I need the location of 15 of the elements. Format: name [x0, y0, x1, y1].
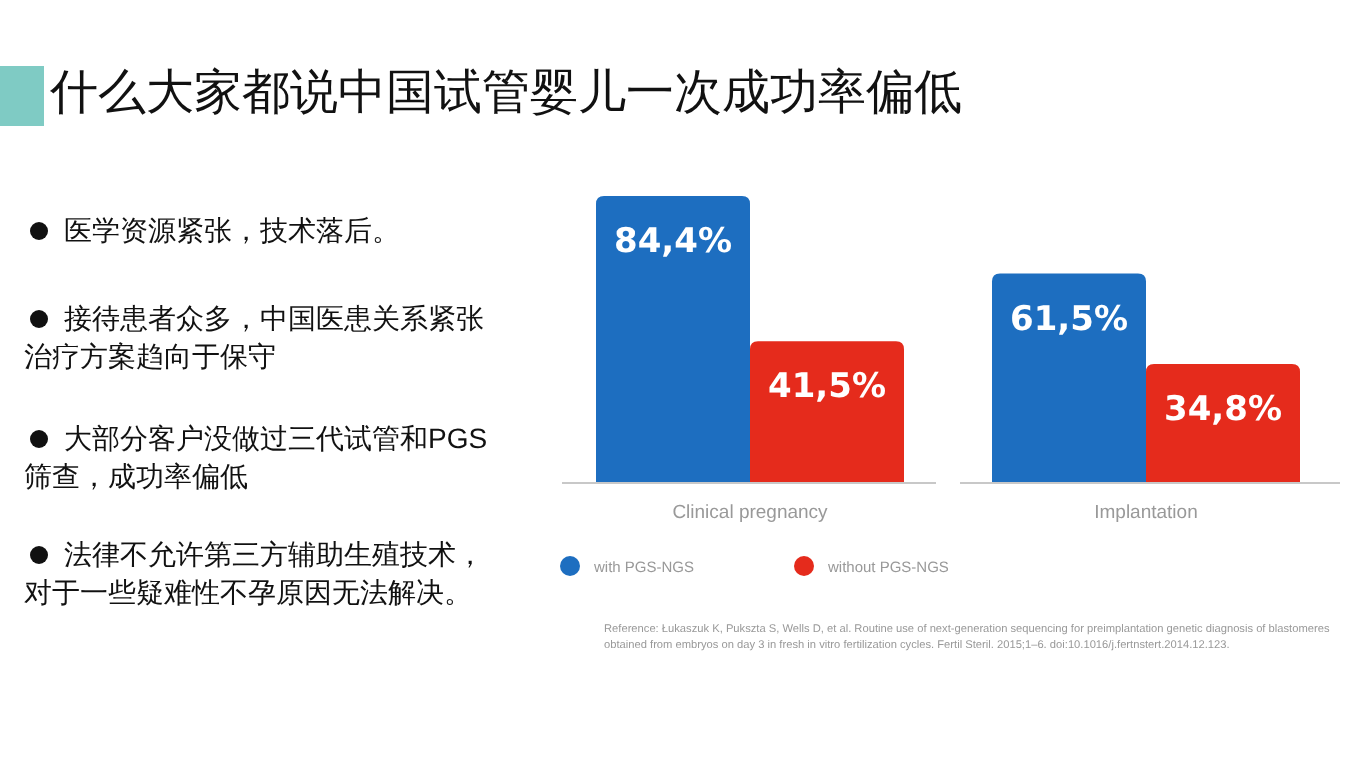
text: 医学资源紧张，技术落后。 [62, 212, 402, 250]
text: 接待患者众多，中国医患关系紧张治疗方案趋向于保守 [24, 300, 486, 376]
x-tick-label: Implantation [1094, 502, 1198, 524]
bar [596, 196, 750, 482]
text: 大部分客户没做过三代试管和PGS筛查，成功率偏低 [24, 420, 490, 496]
x-tick-label: Clinical pregnancy [672, 502, 829, 524]
bar [1146, 364, 1300, 482]
text: 法律不允许第三方辅助生殖技术，对于一些疑难性不孕原因无法解决。 [24, 536, 486, 612]
data-label: 41,5% [768, 367, 886, 408]
data-label: 61,5% [1010, 299, 1128, 340]
data-label: 84,4% [614, 222, 732, 262]
bar [750, 341, 904, 482]
bar [992, 273, 1146, 482]
chart-title: 什么大家都说中国试管婴儿一次成功率偏低 [50, 64, 962, 124]
data-label: 34,8% [1164, 390, 1282, 431]
